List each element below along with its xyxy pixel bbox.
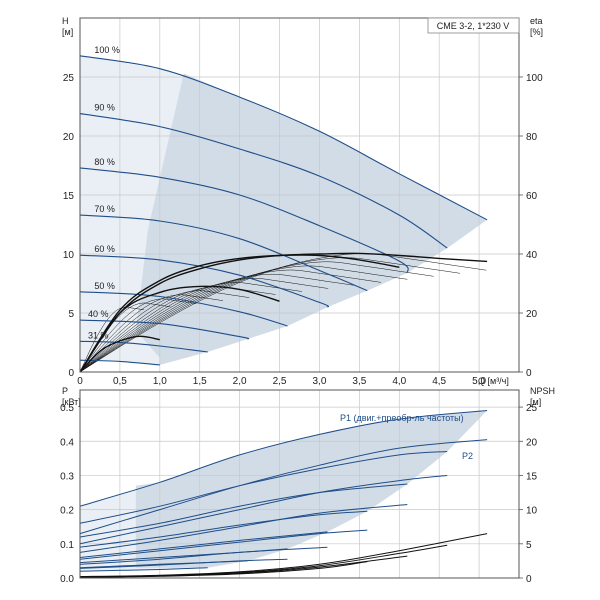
x-tick-label: 4,0 [392, 376, 406, 387]
y-tick-label-left: 0.2 [60, 506, 74, 517]
speed-label: 70 % [94, 204, 115, 214]
head-curve [79, 291, 288, 327]
y-tick-label-left: 10 [63, 250, 75, 261]
y-tick-label-right: 40 [526, 250, 538, 261]
x-tick-label: 0,5 [113, 376, 127, 387]
y-tick-label-left: 20 [63, 132, 75, 143]
y-axis-label-right-bottom: NPSH [м] [530, 386, 555, 407]
x-tick-label: 3,0 [313, 376, 327, 387]
operating-zone-bottom [80, 410, 488, 572]
efficiency-fan-line [79, 298, 197, 373]
head-curve [79, 254, 329, 308]
speed-label: 31 % [88, 330, 109, 340]
efficiency-fan-line [79, 282, 302, 373]
efficiency-fan-line [79, 273, 355, 373]
y-tick-label-right: 60 [526, 191, 538, 202]
y-tick-label-left: 0.1 [60, 540, 74, 551]
power-p2-curve [79, 475, 448, 545]
power-p2-curve [79, 546, 328, 565]
y-tick-label-right: 15 [526, 471, 538, 482]
y-tick-label-left: 15 [63, 191, 75, 202]
power-p1-curve [79, 510, 368, 548]
x-tick-label: 5,0 [472, 376, 486, 387]
speed-label: 90 % [94, 103, 115, 113]
y-axis-label-left-top: H [м] [62, 16, 73, 37]
power-p1-curve [79, 451, 448, 524]
y-axis-label-left-bottom: P [кВт] [62, 386, 81, 407]
y-tick-label-left: 0.3 [60, 471, 74, 482]
y-tick-label-right: 0 [526, 574, 532, 585]
x-tick-label: 4,5 [432, 376, 446, 387]
efficiency-fan-line [79, 261, 434, 373]
x-tick-label: 0 [77, 376, 83, 387]
curves-top [79, 55, 488, 373]
efficiency-fan-line [79, 278, 329, 373]
plot-frame-bottom [79, 389, 520, 579]
curves-bottom [79, 410, 488, 578]
x-tick-label: 1,0 [153, 376, 167, 387]
speed-label: 60 % [94, 244, 115, 254]
ticks-top: 0 0,5 1,0 1,5 2,0 2,5 3,0 3,5 4,0 4,5 5,0 0 5 10 15 20 2… [63, 73, 543, 387]
operating-zone-dark [135, 73, 488, 365]
power-p2-curve [79, 504, 408, 553]
speed-label: 80 % [94, 157, 115, 167]
efficiency-fan-line [79, 265, 408, 373]
y-tick-label-right: 5 [526, 540, 532, 551]
head-curve [79, 167, 409, 274]
y-tick-label-left: 0.5 [60, 403, 74, 414]
power-p1-curve [79, 567, 208, 572]
power-p1-curve [79, 483, 408, 538]
y-tick-label-left: 0.0 [60, 574, 74, 585]
y-axis-label-right-top: eta [%] [530, 16, 543, 37]
efficiency-fan-line [79, 306, 144, 373]
npsh-curve [79, 561, 368, 578]
x-tick-label: 1,5 [193, 376, 207, 387]
y-tick-label-left: 0.4 [60, 437, 74, 448]
head-curve [79, 214, 368, 292]
y-tick-label-left: 25 [63, 73, 75, 84]
chart-title-box [427, 17, 520, 34]
x-axis-label: Q [м³/ч] [478, 376, 509, 386]
speed-labels: 100 % 90 % 80 % 70 % 60 % 50 % 40 % 31 % [88, 45, 120, 341]
speed-label: 50 % [94, 281, 115, 291]
head-curve [79, 55, 488, 221]
efficiency-fan-line [79, 257, 460, 373]
x-tick-label: 3,5 [352, 376, 366, 387]
power-p2-curve [79, 558, 288, 569]
legend-p1: P1 (двиг.+преобр-ль частоты) [340, 413, 464, 423]
efficiency-curve [79, 254, 400, 373]
efficiency-fan-line [79, 294, 223, 373]
power-p1-curve [79, 410, 488, 507]
speed-label: 100 % [94, 45, 120, 55]
efficiency-curve [79, 285, 280, 373]
legend-p2: P2 [462, 451, 473, 461]
y-tick-label-right: 80 [526, 132, 538, 143]
y-tick-label-left: 0 [68, 368, 74, 379]
power-npsh-panel: 0.0 0.1 0.2 0.3 0.4 0.5 0 5 10 15 20 25 P [кВт] NPSH… [60, 386, 555, 585]
head-curve [79, 113, 448, 249]
x-tick-label: 2,5 [273, 376, 287, 387]
power-p2-curve [79, 529, 368, 560]
y-tick-label-right: 25 [526, 403, 538, 414]
chart-title: CME 3-2, 1*230 V [437, 21, 510, 31]
power-p1-curve [79, 531, 328, 558]
y-tick-label-right: 20 [526, 309, 538, 320]
y-tick-label-right: 0 [526, 368, 532, 379]
y-tick-label-right: 10 [526, 506, 538, 517]
x-tick-label: 2,0 [233, 376, 247, 387]
power-p2-curve [79, 439, 488, 535]
y-tick-label-right: 100 [526, 73, 543, 84]
head-curve [79, 359, 160, 366]
efficiency-fan-line [79, 253, 487, 373]
efficiency-curve [79, 335, 160, 373]
operating-zone-top [80, 55, 488, 365]
head-efficiency-panel: 0 0,5 1,0 1,5 2,0 2,5 3,0 3,5 4,0 4,5 5,0 0 5 10 15 20 2… [62, 16, 543, 387]
ticks-bottom: 0.0 0.1 0.2 0.3 0.4 0.5 0 5 10 15 20 25 [60, 403, 537, 585]
y-tick-label-left: 5 [68, 309, 74, 320]
speed-label: 40 % [88, 309, 109, 319]
y-tick-label-right: 20 [526, 437, 538, 448]
